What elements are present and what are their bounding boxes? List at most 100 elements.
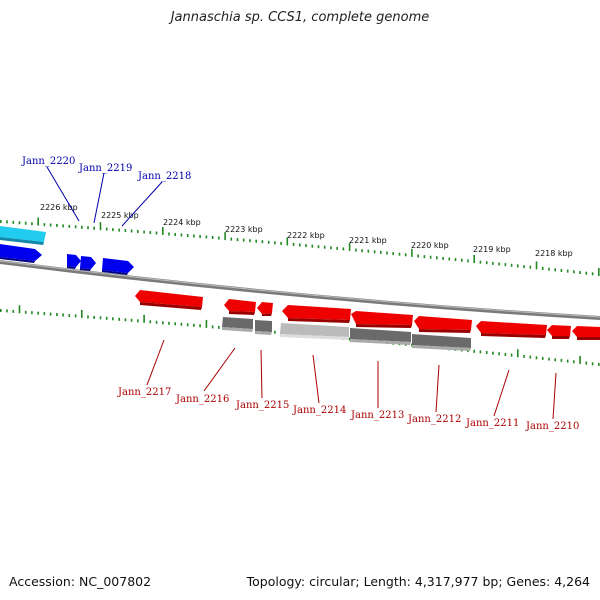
- minor-tick: [361, 249, 363, 253]
- forward-gene-left[interactable]: [0, 244, 42, 263]
- minor-tick: [342, 247, 345, 251]
- minor-tick: [392, 252, 394, 256]
- minor-tick: [81, 225, 83, 229]
- minor-tick: [118, 228, 120, 232]
- minor-tick: [510, 263, 513, 267]
- minor-tick: [87, 315, 89, 319]
- major-tick: [18, 305, 21, 314]
- minor-tick: [162, 321, 164, 325]
- gene-label-jann-2217[interactable]: Jann_2217: [117, 387, 171, 398]
- minor-tick: [68, 314, 71, 317]
- minor-tick: [218, 236, 220, 240]
- minor-tick: [12, 220, 15, 224]
- forward-gene-jann-2220[interactable]: [67, 254, 81, 269]
- leader-line-jann-2216: [203, 347, 236, 392]
- major-tick: [411, 248, 413, 257]
- grey-feature-2[interactable]: [255, 320, 272, 335]
- minor-tick: [193, 323, 195, 327]
- minor-tick: [473, 349, 475, 353]
- major-tick: [162, 227, 164, 235]
- minor-tick: [218, 325, 220, 329]
- minor-tick: [554, 268, 556, 272]
- major-tick: [517, 349, 519, 358]
- minor-tick: [56, 223, 58, 227]
- minor-tick: [598, 363, 600, 366]
- kbp-label: 2220 kbp: [411, 241, 449, 250]
- major-tick: [579, 355, 581, 364]
- gene-label-jann-2220[interactable]: Jann_2220: [21, 156, 75, 167]
- minor-tick: [43, 312, 46, 316]
- minor-tick: [404, 253, 407, 257]
- minor-tick: [523, 354, 525, 358]
- minor-tick: [529, 265, 532, 269]
- minor-tick: [330, 246, 332, 250]
- leader-line-jann-2212: [435, 364, 440, 413]
- minor-tick: [560, 269, 563, 272]
- minor-tick: [261, 240, 264, 244]
- minor-tick: [585, 361, 588, 365]
- major-tick: [286, 237, 289, 246]
- grey-feature-4[interactable]: [412, 334, 471, 351]
- forward-gene-jann-2218[interactable]: [102, 258, 134, 275]
- minor-tick: [510, 353, 513, 357]
- genome-backbone-highlight: [0, 260, 600, 318]
- major-tick: [535, 261, 538, 270]
- minor-tick: [24, 221, 27, 225]
- minor-tick: [411, 343, 413, 347]
- minor-tick: [56, 313, 58, 316]
- reverse-gene-jann-2217[interactable]: [135, 290, 203, 310]
- grey-feature-1[interactable]: [222, 317, 253, 332]
- gene-label-jann-2218[interactable]: Jann_2218: [137, 171, 191, 182]
- forward-gene-jann-2219[interactable]: [80, 256, 96, 271]
- minor-tick: [236, 238, 239, 242]
- reverse-gene-jann-2212[interactable]: [414, 316, 472, 333]
- reverse-gene-jann-2214[interactable]: [282, 305, 351, 323]
- reverse-gene-edge[interactable]: [572, 326, 600, 340]
- reverse-gene-jann-2211[interactable]: [476, 321, 547, 338]
- minor-tick: [591, 362, 594, 366]
- minor-tick: [199, 324, 201, 328]
- reverse-gene-jann-2213[interactable]: [351, 311, 413, 328]
- minor-tick: [398, 252, 401, 256]
- minor-tick: [492, 261, 494, 265]
- grey-feature-3[interactable]: [350, 328, 411, 345]
- minor-tick: [118, 317, 120, 321]
- reverse-gene-jann-2216[interactable]: [224, 299, 256, 315]
- minor-tick: [74, 225, 77, 229]
- gene-label-jann-2211[interactable]: Jann_2211: [465, 418, 519, 429]
- minor-tick: [485, 261, 488, 265]
- minor-tick: [180, 233, 183, 237]
- gene-label-jann-2215[interactable]: Jann_2215: [235, 400, 289, 411]
- gene-label-jann-2219[interactable]: Jann_2219: [78, 163, 132, 174]
- gene-label-jann-2216[interactable]: Jann_2216: [175, 394, 229, 405]
- leader-line-jann-2210: [552, 372, 557, 420]
- major-tick: [473, 255, 475, 263]
- minor-tick: [168, 232, 170, 236]
- major-tick: [205, 319, 208, 328]
- highlight-feature[interactable]: [0, 226, 46, 245]
- minor-tick: [448, 257, 451, 261]
- minor-tick: [249, 239, 251, 243]
- minor-tick: [454, 258, 457, 262]
- minor-tick: [386, 251, 388, 255]
- minor-tick: [242, 238, 245, 242]
- reverse-gene-jann-2210[interactable]: [547, 325, 571, 339]
- minor-tick: [62, 313, 64, 317]
- gene-label-jann-2212[interactable]: Jann_2212: [407, 414, 461, 425]
- minor-tick: [498, 352, 500, 356]
- minor-tick: [149, 231, 152, 234]
- minor-tick: [541, 356, 544, 360]
- minor-tick: [311, 244, 314, 248]
- minor-tick: [124, 318, 127, 322]
- minor-tick: [186, 323, 189, 327]
- minor-tick: [49, 312, 52, 316]
- minor-tick: [579, 271, 581, 274]
- kbp-label: 2218 kbp: [535, 249, 573, 258]
- minor-tick: [124, 229, 127, 233]
- gene-label-jann-2214[interactable]: Jann_2214: [292, 405, 346, 416]
- gene-label-jann-2213[interactable]: Jann_2213: [350, 410, 404, 421]
- reverse-gene-jann-2215[interactable]: [257, 302, 273, 316]
- grey-feature-light[interactable]: [280, 323, 349, 340]
- gene-label-jann-2210[interactable]: Jann_2210: [525, 421, 579, 432]
- minor-tick: [211, 236, 214, 239]
